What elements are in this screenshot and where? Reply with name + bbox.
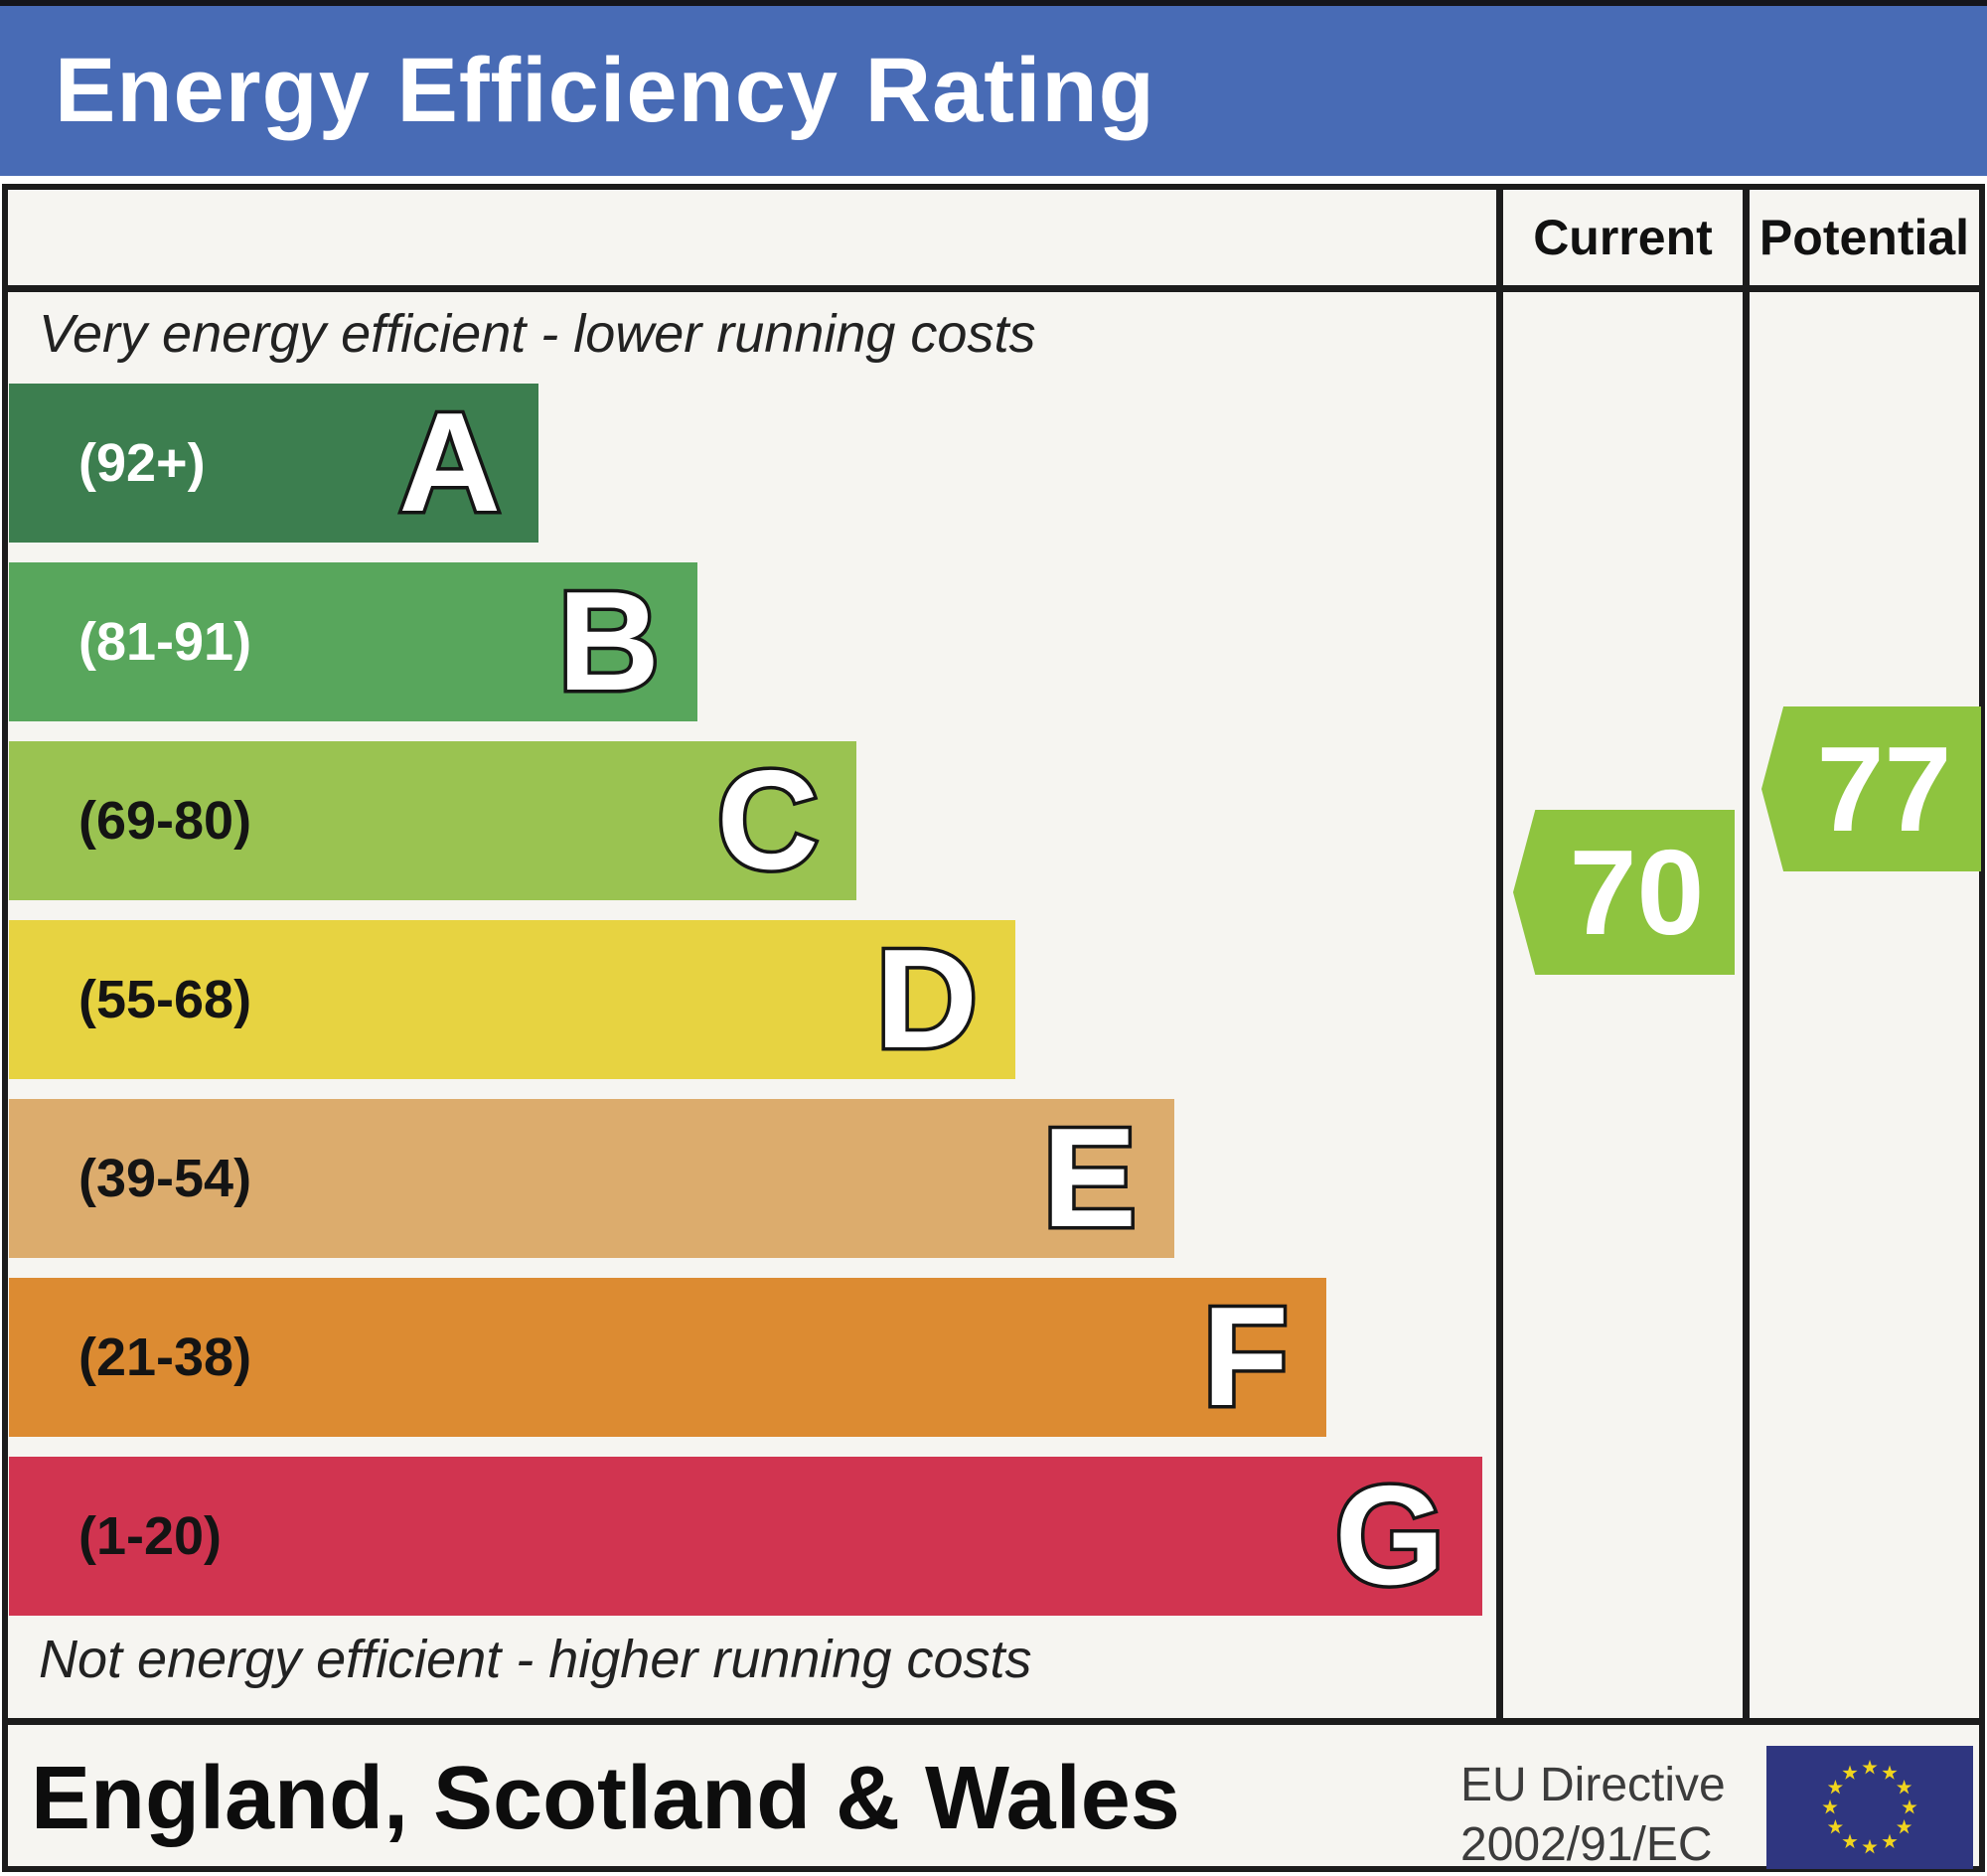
band-letter-d: D [872,920,982,1078]
band-row-c: (69-80) C [9,741,856,900]
band-row-f: (21-38) F [9,1278,1326,1437]
column-header-potential: Potential [1758,210,1970,265]
page-title: Energy Efficiency Rating [55,40,1155,141]
potential-column-divider [1743,190,1750,1725]
band-range-d: (55-68) [78,970,252,1029]
potential-rating-value: 77 [1816,721,1952,857]
column-header-current: Current [1533,210,1713,265]
band-row-a: (92+) A [9,384,538,543]
band-range-c: (69-80) [78,791,252,851]
band-row-g: (1-20) G [9,1457,1482,1616]
eu-directive-label: EU Directive 2002/91/EC [1460,1756,1749,1875]
current-column-divider [1496,190,1503,1725]
caption-not-efficient: Not energy efficient - higher running co… [39,1630,1032,1689]
band-letter-e: E [1039,1099,1141,1257]
eu-directive-line1: EU Directive [1460,1759,1726,1811]
top-border-strip [0,0,1987,6]
header-divider-line [8,285,1979,292]
current-rating-value: 70 [1569,825,1705,960]
eu-directive-line2: 2002/91/EC [1460,1818,1713,1871]
band-range-b: (81-91) [78,612,252,672]
band-row-b: (81-91) B [9,562,697,721]
band-letter-f: F [1199,1278,1293,1436]
band-letter-c: C [713,741,823,899]
band-range-e: (39-54) [78,1149,252,1208]
band-range-f: (21-38) [78,1328,252,1387]
potential-rating-arrow: 77 [1761,706,1981,871]
band-letter-b: B [554,562,664,720]
caption-very-efficient: Very energy efficient - lower running co… [39,304,1036,364]
rating-table: Current Potential Very energy efficient … [2,184,1985,1872]
band-letter-g: G [1331,1457,1448,1615]
band-range-a: (92+) [78,433,206,493]
title-bar: Energy Efficiency Rating [0,6,1987,176]
eu-flag [1766,1746,1973,1869]
region-label: England, Scotland & Wales [31,1749,1180,1848]
band-row-d: (55-68) D [9,920,1015,1079]
band-range-g: (1-20) [78,1506,223,1566]
current-rating-arrow: 70 [1513,810,1735,975]
band-letter-a: A [395,384,505,542]
footer-divider-line [8,1718,1979,1725]
band-row-e: (39-54) E [9,1099,1174,1258]
